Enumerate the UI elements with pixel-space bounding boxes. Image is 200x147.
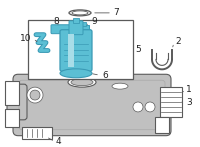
Circle shape (27, 87, 43, 103)
Bar (68, 34, 74, 67)
Bar (28, 20, 133, 79)
FancyBboxPatch shape (13, 74, 171, 136)
FancyBboxPatch shape (60, 30, 92, 71)
Circle shape (145, 102, 155, 112)
Bar (75, 25, 89, 31)
Circle shape (133, 102, 143, 112)
Bar (155, 117, 169, 133)
Text: 6: 6 (102, 71, 108, 80)
Bar (78, 22, 86, 26)
Bar (73, 18, 79, 23)
Bar (160, 87, 182, 117)
Text: 7: 7 (113, 8, 119, 17)
Text: 2: 2 (175, 37, 181, 46)
Text: 4: 4 (56, 137, 62, 146)
Ellipse shape (112, 83, 128, 89)
Ellipse shape (60, 69, 92, 78)
Circle shape (30, 90, 40, 100)
Ellipse shape (68, 77, 96, 87)
FancyBboxPatch shape (7, 84, 27, 120)
Text: 1: 1 (186, 85, 192, 94)
Ellipse shape (71, 79, 93, 86)
FancyBboxPatch shape (51, 25, 71, 34)
Text: 9: 9 (91, 17, 97, 26)
Bar (5, 109, 19, 127)
Text: 3: 3 (186, 97, 192, 107)
Text: 10: 10 (20, 34, 32, 43)
Bar (5, 81, 19, 105)
FancyBboxPatch shape (69, 21, 83, 35)
Text: 8: 8 (53, 17, 59, 26)
Text: 5: 5 (135, 45, 141, 54)
Bar (22, 127, 52, 139)
